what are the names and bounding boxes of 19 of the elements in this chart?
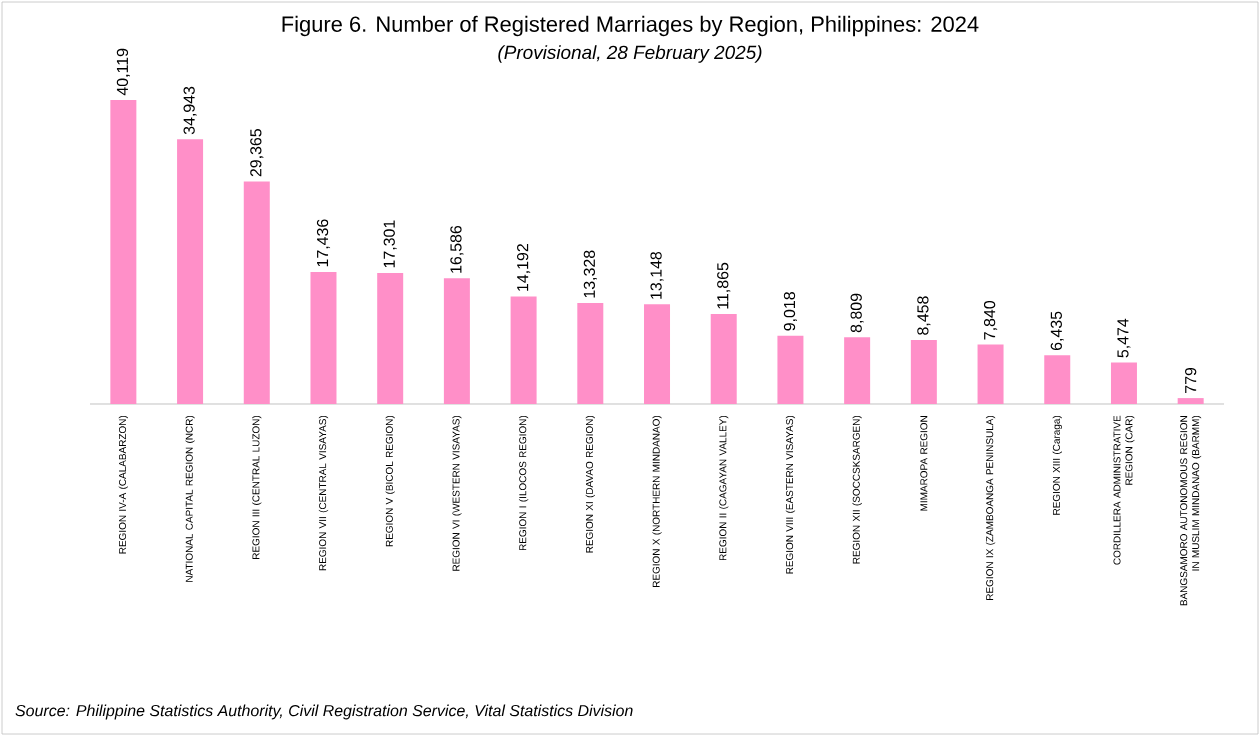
bar [1177, 398, 1204, 404]
bar [910, 339, 937, 404]
bar [844, 337, 871, 404]
chart-subtitle: (Provisional, 28 February 2025) [498, 45, 762, 63]
bar [177, 139, 204, 404]
bar [710, 314, 737, 404]
bar [777, 335, 804, 404]
bar [310, 271, 337, 404]
bar [977, 344, 1004, 404]
bar [110, 99, 137, 404]
bar [644, 304, 671, 404]
bar [577, 303, 604, 404]
bar [443, 278, 470, 404]
bar [243, 181, 270, 404]
bar [510, 296, 537, 404]
bar [1044, 355, 1071, 404]
bar [1110, 362, 1137, 404]
chart-title: Figure 6. Number of Registered Marriages by Region, Philippines: 2024 [282, 15, 979, 37]
bar [377, 272, 404, 404]
